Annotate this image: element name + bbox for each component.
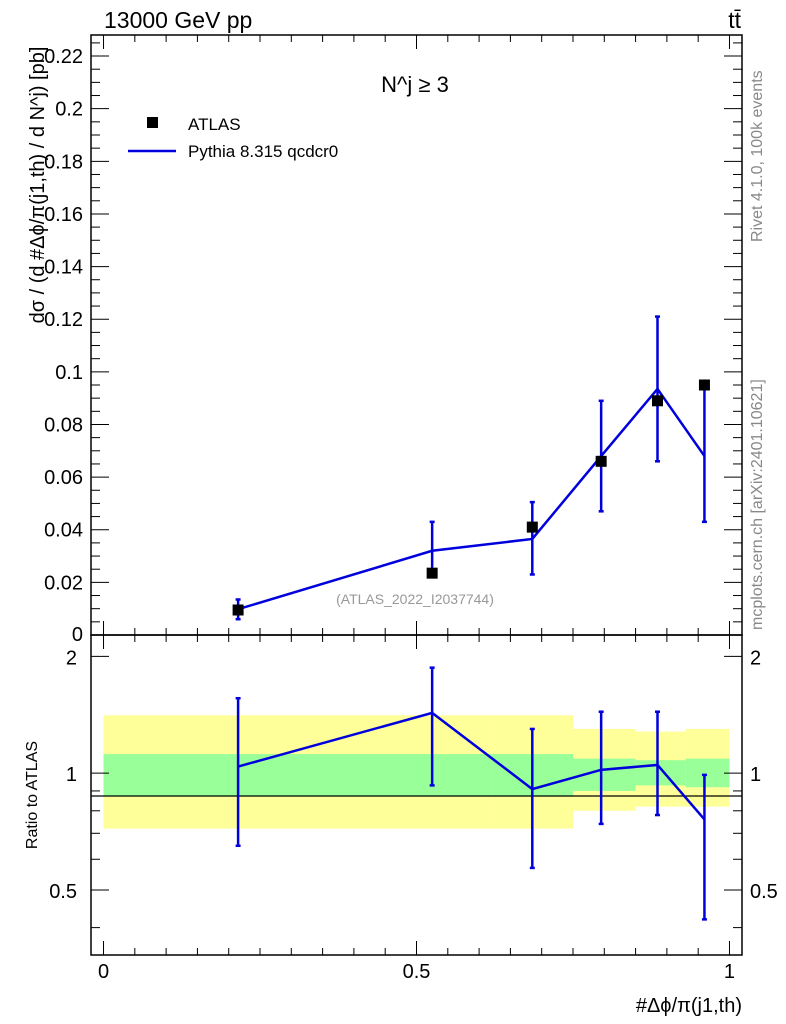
legend-data-marker <box>147 117 158 128</box>
main-y-zero-label: 0 <box>72 624 83 646</box>
atlas-data-point <box>426 567 438 579</box>
mc-prediction-line <box>237 386 706 611</box>
x-tick-label: 1 <box>724 961 735 983</box>
ratio-inner-band <box>635 760 686 786</box>
analysis-id-label: (ATLAS_2022_I2037744) <box>336 591 494 607</box>
main-y-tick-label: 0.04 <box>44 520 83 542</box>
main-y-tick-label: 0.18 <box>44 151 83 173</box>
main-y-tick-label: 0.2 <box>55 99 83 121</box>
process-label: tt̄ <box>728 7 741 33</box>
main-y-tick-label: 0.14 <box>44 257 83 279</box>
ratio-inner-band <box>685 758 730 788</box>
ratio-y-tick-label: 2 <box>66 647 77 669</box>
ratio-y-tick-label-right: 1 <box>750 764 761 786</box>
ratio-mc-line <box>237 711 706 821</box>
ratio-y-tick-label: 0.5 <box>49 881 77 903</box>
atlas-data-point <box>698 379 710 391</box>
main-y-tick-label: 0.1 <box>55 362 83 384</box>
mcplots-label: mcplots.cern.ch [arXiv:2401.10621] <box>749 379 766 630</box>
legend-mc-label: Pythia 8.315 qcdcr0 <box>188 142 338 161</box>
main-panel: 0.02 0.04 0.06 0.08 0.1 0.12 0.14 0.16 0.18 0.2 0.… <box>27 34 743 646</box>
x-tick-label: 0.5 <box>403 961 431 983</box>
main-y-tick-label: 0.06 <box>44 467 83 489</box>
atlas-data-point <box>526 521 538 533</box>
ratio-y-tick-label-right: 0.5 <box>750 881 778 903</box>
x-axis-label: #Δϕ/π(j1,th) <box>636 995 742 1017</box>
main-y-tick-label: 0.08 <box>44 414 83 436</box>
main-y-tick-label: 0.16 <box>44 204 83 226</box>
ratio-panel: 0 0.5 1 0.5 0.5 1 1 2 2 Ratio to ATLAS #Δϕ/π(j1,… <box>24 634 778 1017</box>
ratio-inner-band <box>103 754 492 797</box>
atlas-data-point <box>232 604 244 616</box>
jet-multiplicity-annotation: N^j ≥ 3 <box>381 72 449 97</box>
ratio-y-tick-label: 1 <box>66 764 77 786</box>
atlas-data-point <box>595 455 607 467</box>
legend-data-label: ATLAS <box>188 115 241 134</box>
x-tick-label: 0 <box>98 961 109 983</box>
main-y-tick-label: 0.22 <box>44 46 83 68</box>
ratio-y-axis-label: Ratio to ATLAS <box>24 741 41 849</box>
main-y-tick-label: 0.02 <box>44 572 83 594</box>
beam-energy-label: 13000 GeV pp <box>104 7 252 33</box>
rivet-version-label: Rivet 4.1.0, 100k events <box>749 70 766 242</box>
legend: ATLAS Pythia 8.315 qcdcr0 <box>128 115 338 161</box>
main-y-tick-label: 0.12 <box>44 309 83 331</box>
atlas-data-point <box>651 395 663 407</box>
ratio-y-tick-label-right: 2 <box>750 647 761 669</box>
main-y-axis-label: dσ / (d #Δϕ/π(j1,th) / d N^j) [pb] <box>27 47 49 324</box>
